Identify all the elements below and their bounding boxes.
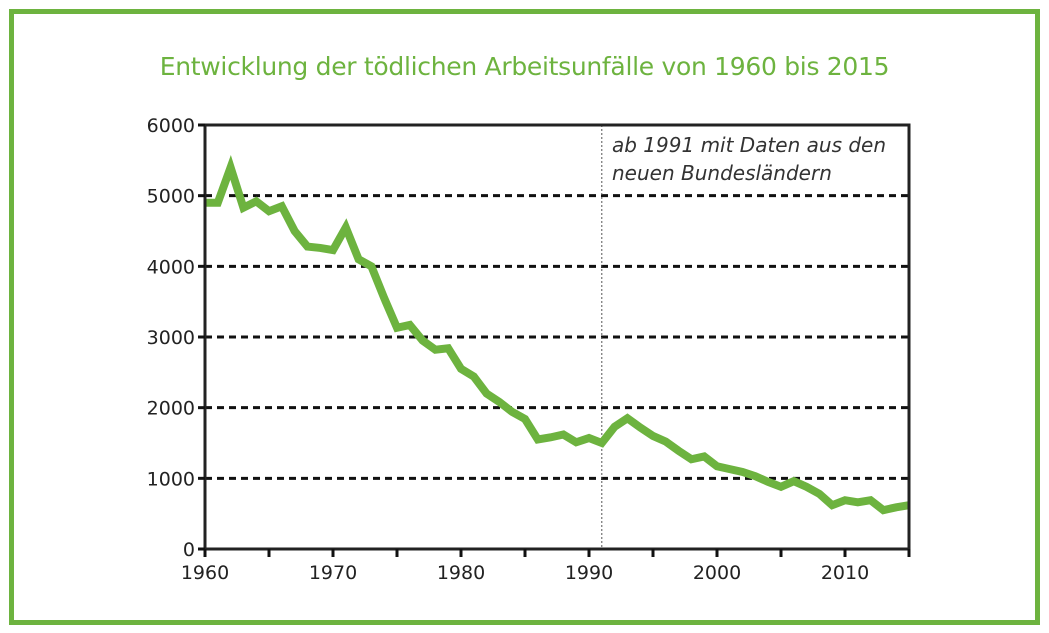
y-tick-label: 6000 xyxy=(147,115,195,137)
x-tick-label: 2000 xyxy=(693,562,741,584)
chart-frame xyxy=(9,9,1040,625)
axes: 0 1000 2000 3000 4000 5000 6000 1960 1970 1980 199… xyxy=(147,115,911,584)
y-tick-label: 1000 xyxy=(147,468,195,490)
gridlines xyxy=(205,194,909,480)
x-tick-label: 2010 xyxy=(821,562,869,584)
y-tick-label: 4000 xyxy=(147,256,195,278)
x-tick-label: 1970 xyxy=(309,562,357,584)
x-tick-label: 1980 xyxy=(437,562,485,584)
y-tick-label: 2000 xyxy=(147,398,195,420)
annotation-line-1: ab 1991 mit Daten aus den xyxy=(612,133,886,157)
chart-title: Entwicklung der tödlichen Arbeitsunfälle… xyxy=(159,52,890,81)
y-tick-label: 0 xyxy=(183,539,195,561)
x-tick-label: 1990 xyxy=(565,562,613,584)
y-tick-label: 3000 xyxy=(147,327,195,349)
series-line xyxy=(205,154,910,515)
series-group xyxy=(204,154,910,515)
y-tick-label: 5000 xyxy=(147,186,195,208)
x-tick-label: 1960 xyxy=(181,562,229,584)
annotation-line-2: neuen Bundesländern xyxy=(612,161,832,185)
